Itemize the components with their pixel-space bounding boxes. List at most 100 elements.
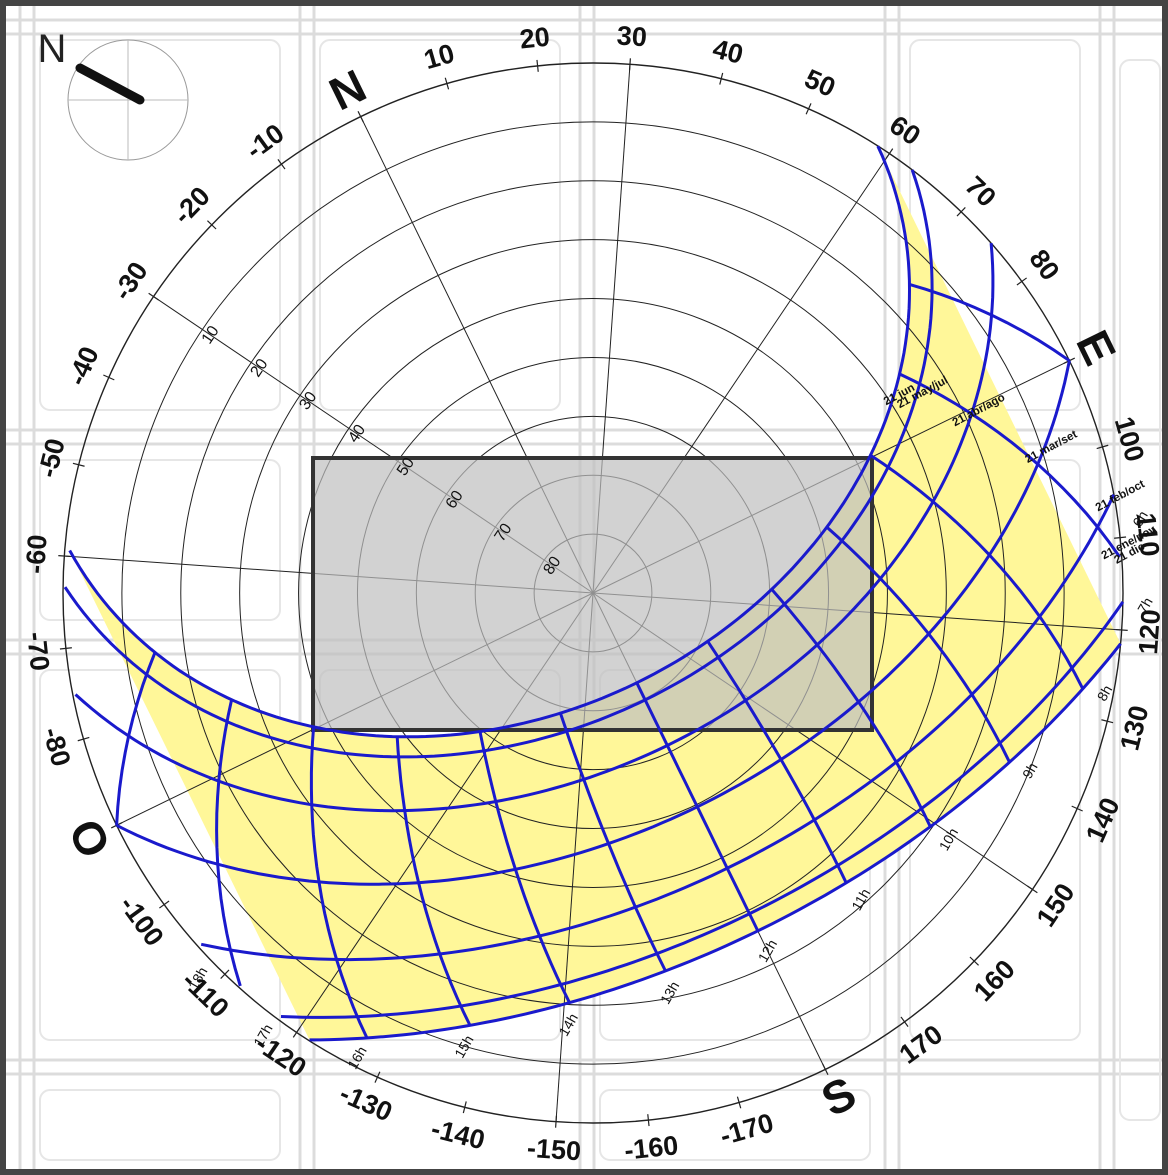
cardinal-label: E (1066, 322, 1126, 372)
azimuth-tick (374, 1071, 381, 1083)
azimuth-label: -60 (20, 534, 53, 575)
azimuth-tick (822, 1063, 829, 1076)
cardinal-label: O (58, 811, 120, 866)
azimuth-tick (220, 969, 230, 979)
building-footprint (311, 456, 874, 732)
azimuth-label: -170 (717, 1108, 777, 1152)
azimuth-tick (207, 220, 217, 230)
azimuth-label: 70 (959, 170, 1001, 212)
hour-label: 15h (451, 1032, 477, 1060)
hour-line (898, 372, 1121, 558)
azimuth-label: 110 (1131, 511, 1165, 557)
azimuth-tick (72, 462, 85, 467)
hour-line (635, 682, 760, 932)
cardinal-label: N (321, 59, 374, 120)
hour-line (115, 651, 157, 826)
azimuth-tick (1071, 805, 1083, 812)
altitude-ring (239, 239, 947, 947)
azimuth-label: -150 (526, 1133, 582, 1167)
azimuth-tick (58, 555, 71, 558)
city-block (39, 39, 281, 411)
azimuth-label: 140 (1080, 793, 1126, 846)
altitude-ring (180, 180, 1006, 1006)
azimuth-tick (59, 647, 72, 650)
azimuth-label: 150 (1031, 878, 1081, 932)
azimuth-tick (1115, 628, 1128, 631)
azimuth-label: 60 (884, 110, 926, 152)
azimuth-label: -40 (62, 342, 105, 390)
azimuth-tick (628, 58, 631, 71)
azimuth-tick (736, 1096, 742, 1109)
hour-label: 6h (1129, 508, 1151, 529)
azimuth-tick (462, 1101, 467, 1114)
azimuth-tick (719, 72, 724, 85)
azimuth-label: 50 (800, 63, 840, 103)
azimuth-tick (555, 1115, 558, 1128)
hour-label: 7h (1134, 594, 1156, 615)
hour-label: 16h (344, 1043, 370, 1071)
hour-line (215, 699, 242, 987)
azimuth-label: 30 (616, 20, 648, 52)
hour-line (395, 736, 472, 1027)
sun-path-lines (63, 145, 1125, 1042)
date-curve (74, 242, 995, 813)
altitude-label: 40 (345, 422, 369, 446)
azimuth-label: 120 (1133, 608, 1166, 655)
hour-label: 9h (1019, 760, 1041, 781)
hour-label: 10h (936, 825, 962, 853)
azimuth-tick (292, 1027, 301, 1038)
azimuth-label: 170 (894, 1019, 948, 1070)
azimuth-tick (159, 900, 170, 909)
date-curve (280, 601, 1125, 1019)
sun-band-area (69, 146, 1121, 1040)
azimuth-tick (444, 77, 450, 90)
azimuth-tick (1114, 536, 1127, 539)
hour-line (558, 712, 667, 972)
azimuth-label: -10 (240, 118, 289, 165)
hour-line (706, 640, 848, 884)
north-compass: N (38, 27, 189, 161)
azimuth-label: -130 (335, 1078, 397, 1127)
azimuth-tick (1027, 885, 1038, 894)
azimuth-label: -160 (623, 1130, 680, 1165)
azimuth-tick (1101, 719, 1114, 724)
date-curve (200, 494, 1116, 962)
hour-line (309, 726, 369, 1039)
azimuth-tick (357, 110, 364, 123)
azimuth-tick (969, 956, 979, 966)
hour-line (869, 453, 1085, 690)
hour-label: 12h (755, 937, 781, 965)
city-block (319, 39, 561, 411)
azimuth-label: 80 (1023, 244, 1065, 286)
compass-needle (75, 63, 145, 105)
azimuth-label: -30 (107, 256, 154, 305)
hour-line (478, 731, 571, 1004)
azimuth-tick (536, 59, 539, 72)
azimuth-tick (103, 374, 115, 381)
hour-label: 8h (1094, 682, 1116, 703)
azimuth-label: -50 (32, 435, 71, 480)
azimuth-tick (805, 103, 812, 115)
azimuth-tick (900, 1016, 909, 1027)
azimuth-tick (885, 148, 894, 159)
azimuth-tick (77, 736, 90, 742)
azimuth-label: -70 (21, 630, 55, 672)
azimuth-label: -80 (37, 724, 77, 770)
altitude-ring (298, 298, 888, 888)
date-curve (68, 145, 912, 739)
azimuth-tick (956, 207, 966, 217)
azimuth-tick (1016, 277, 1027, 286)
azimuth-label: -140 (428, 1113, 488, 1155)
hour-label: 13h (657, 978, 683, 1006)
city-block (599, 1089, 871, 1161)
azimuth-tick (148, 292, 159, 301)
hour-line (909, 282, 1071, 362)
building-rect (311, 456, 874, 732)
compass-north-label: N (38, 27, 67, 71)
altitude-label: 10 (199, 323, 223, 347)
city-block (39, 1089, 281, 1161)
hour-line (770, 588, 932, 828)
